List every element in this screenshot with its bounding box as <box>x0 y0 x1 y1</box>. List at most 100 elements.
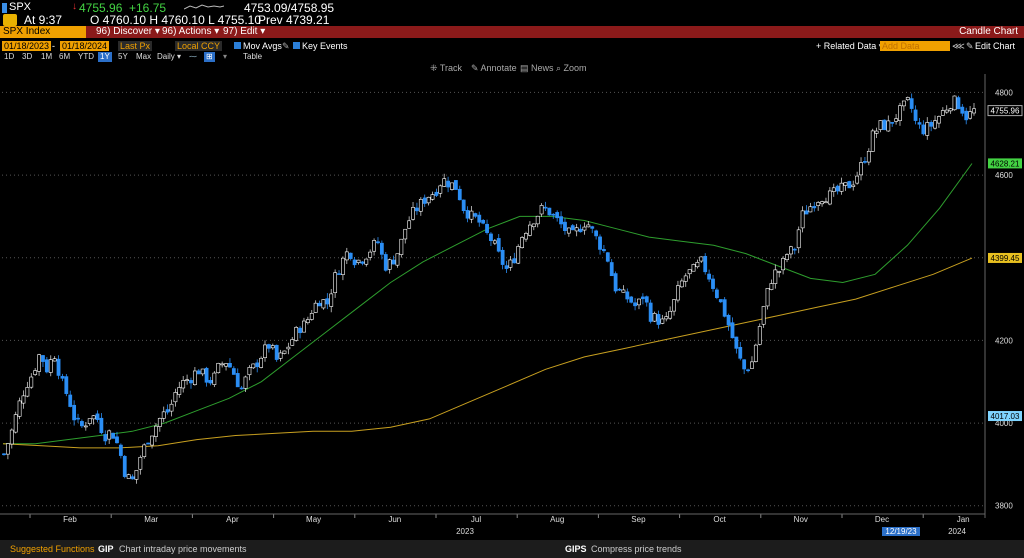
candle <box>178 387 181 394</box>
candle <box>820 202 823 204</box>
candle <box>458 189 461 200</box>
candle <box>926 123 929 136</box>
candle <box>470 211 473 219</box>
candle <box>610 262 613 275</box>
candle <box>369 252 372 257</box>
currency-select[interactable]: Local CCY <box>175 41 222 51</box>
track-tool[interactable]: ⁜ Track <box>430 63 462 74</box>
collapse-icon[interactable]: ⋘ <box>952 41 965 51</box>
candle <box>53 359 56 361</box>
x-tick-label: May <box>306 515 321 524</box>
x-tick-label: Feb <box>63 515 77 524</box>
edit-menu[interactable]: 97) Edit ▾ <box>223 26 265 38</box>
gip-description[interactable]: Chart intraday price movements <box>119 544 247 554</box>
gip-code[interactable]: GIP <box>98 544 114 554</box>
candle <box>633 303 636 306</box>
candle <box>898 106 901 121</box>
actions-menu[interactable]: 96) Actions ▾ <box>162 26 219 38</box>
discover-menu[interactable]: 96) Discover ▾ <box>96 26 160 38</box>
x-tick-label: Sep <box>631 515 646 524</box>
candle <box>801 211 804 228</box>
candle <box>443 179 446 187</box>
candle <box>80 421 83 425</box>
zoom-tool[interactable]: ⌕ Zoom <box>556 63 587 74</box>
ticker-symbol[interactable]: SPX <box>9 1 31 13</box>
candle <box>665 317 668 319</box>
chart-type-icon[interactable]: ⊞ <box>204 52 215 62</box>
candle <box>595 231 598 236</box>
candle <box>221 364 224 365</box>
zoom-label: Zoom <box>564 63 587 73</box>
candle <box>279 353 282 358</box>
x-tick-label: Jul <box>471 515 481 524</box>
candle <box>856 176 859 183</box>
period-5y[interactable]: 5Y <box>118 52 128 62</box>
add-data-input[interactable]: Add Data <box>880 41 950 51</box>
candle <box>910 99 913 109</box>
candle <box>836 186 839 191</box>
period-3d[interactable]: 3D <box>22 52 32 62</box>
candle <box>154 426 157 436</box>
start-date-field[interactable]: 01/18/2023 <box>2 41 51 51</box>
candle <box>291 340 294 346</box>
news-label: News <box>531 63 554 73</box>
candle-chart[interactable]: 3800400042004400460048004755.964628.2143… <box>0 74 1024 540</box>
candle <box>384 254 387 270</box>
candle <box>501 250 504 264</box>
key-events-label: Key Events <box>302 41 348 51</box>
gips-code[interactable]: GIPS <box>565 544 587 554</box>
news-tool[interactable]: ▤ News <box>520 63 554 74</box>
candle <box>185 380 188 381</box>
chart-tools: ⁜ Track ✎ Annotate ▤ News ⌕ Zoom <box>0 62 1024 74</box>
mov-avgs-checkbox[interactable] <box>234 42 241 49</box>
candle <box>123 456 126 476</box>
candle <box>474 213 477 216</box>
candle <box>131 477 134 479</box>
period-1m[interactable]: 1M <box>41 52 52 62</box>
candle <box>906 97 909 99</box>
period-max[interactable]: Max <box>136 52 151 62</box>
period-6m[interactable]: 6M <box>59 52 70 62</box>
candle <box>380 243 383 254</box>
table-button[interactable]: Table <box>243 52 262 62</box>
settings-gear-icon[interactable]: ✎ <box>966 41 974 51</box>
candle <box>937 116 940 123</box>
pencil-icon[interactable]: ✎ <box>282 41 290 51</box>
candle <box>419 199 422 211</box>
candle <box>704 256 707 272</box>
candle <box>275 345 278 359</box>
candle <box>941 111 944 116</box>
period-1d[interactable]: 1D <box>4 52 14 62</box>
end-date-field[interactable]: 01/18/2024 <box>60 41 109 51</box>
candle <box>466 210 469 218</box>
candle <box>700 257 703 261</box>
price-type-select[interactable]: Last Px <box>118 41 152 51</box>
candle <box>641 297 644 299</box>
related-data-menu[interactable]: + Related Data ▾ <box>816 41 883 51</box>
candle <box>871 131 874 152</box>
frequency-select[interactable]: Daily ▾ <box>157 52 181 62</box>
period-ytd[interactable]: YTD <box>78 52 94 62</box>
ohlc-values: O 4760.10 H 4760.10 L 4755.10 <box>90 13 261 27</box>
candle <box>314 303 317 312</box>
candle <box>61 376 64 378</box>
candle <box>824 202 827 203</box>
security-field[interactable]: SPX Index <box>0 26 86 38</box>
candle <box>404 229 407 239</box>
candle <box>10 430 13 444</box>
y-tick-label: 4200 <box>995 336 1013 345</box>
candle <box>883 120 886 130</box>
candle <box>719 299 722 301</box>
annotate-label: Annotate <box>481 63 517 73</box>
annotate-tool[interactable]: ✎ Annotate <box>471 63 517 74</box>
period-1y[interactable]: 1Y <box>98 52 112 62</box>
key-events-checkbox[interactable] <box>293 42 300 49</box>
candle <box>571 226 574 230</box>
edit-chart-button[interactable]: Edit Chart <box>975 41 1015 51</box>
dropdown-icon[interactable]: ▾ <box>223 52 227 62</box>
moving-average-200 <box>3 258 972 448</box>
candle <box>552 214 555 215</box>
gips-description[interactable]: Compress price trends <box>591 544 682 554</box>
line-style-icon[interactable]: ⁓ <box>189 52 197 62</box>
candle <box>933 121 936 128</box>
